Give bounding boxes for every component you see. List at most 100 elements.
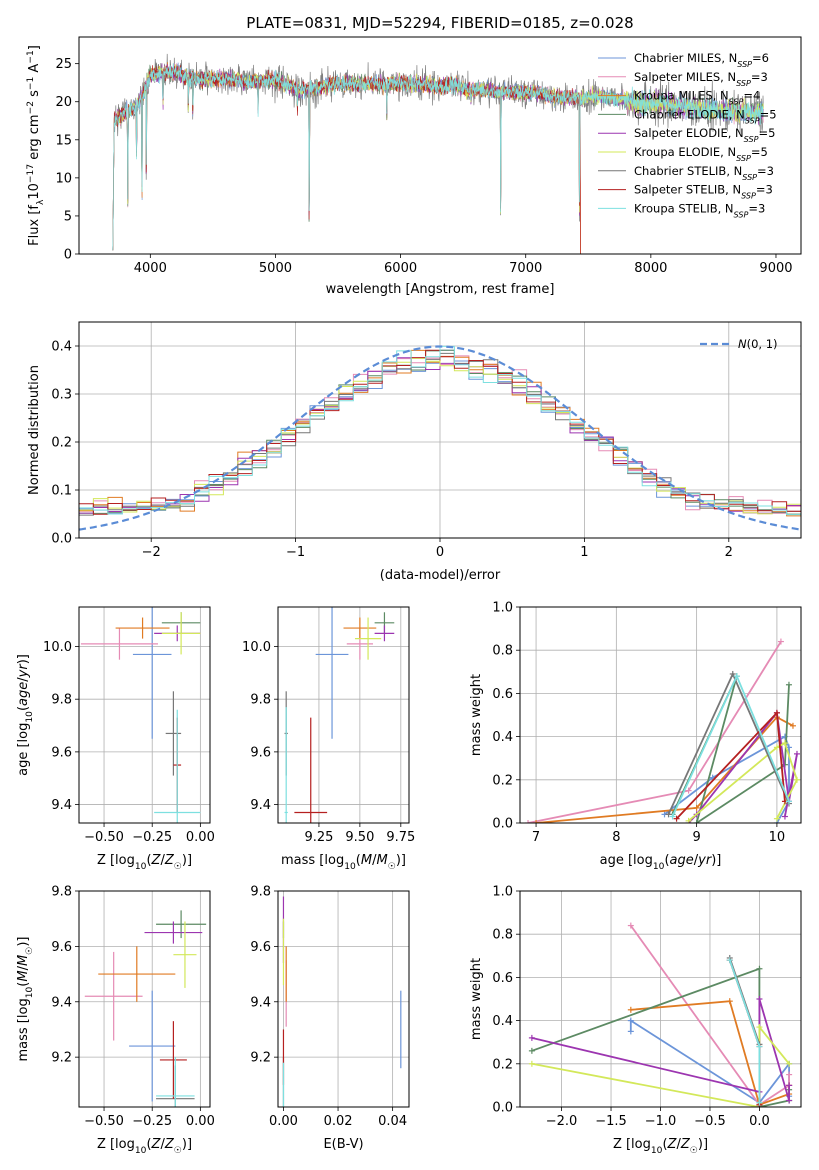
axes-frame [277,890,410,1108]
weight-series-1 [527,641,782,823]
age_vs_Z-xlabel: Z [log10(Z/Z☉)] [97,853,192,872]
x-tick-label: 9.50 [345,830,374,845]
histogram-series-5 [79,357,801,517]
x-tick-label: −2 [142,545,161,560]
x-tick-label: 0.00 [269,1114,298,1129]
axes-frame [78,36,802,255]
y-tick-label: 0.0 [51,532,72,547]
y-tick-label: 25 [55,57,72,72]
y-tick-label: 10.0 [43,640,72,655]
y-tick-label: 0.4 [492,1014,513,1029]
mass_vs_ebv-panel: 0.00 0.02 0.04 9.2 9.4 9.6 9.8 E(B-V) [250,885,410,1152]
legend-label: Chabrier ELODIE, NSSP=5 [634,107,777,125]
spectrum-xlabel: wavelength [Angstrom, rest frame] [326,282,555,297]
x-tick-label: −0.5 [694,1114,726,1129]
y-tick-label: 0.2 [492,1057,513,1072]
y-tick-label: 9.8 [51,693,72,708]
x-tick-label: 9 [692,830,700,845]
histogram-series-0 [79,349,801,517]
y-tick-label: 0 [64,248,72,263]
x-tick-label: −2.0 [546,1114,578,1129]
y-tick-label: 1.0 [492,601,513,616]
y-tick-label: 0.4 [492,730,513,745]
residuals-xlabel: (data-model)/error [380,568,501,583]
x-tick-label: 0.04 [378,1114,407,1129]
gaussian-legend-label: N(0, 1) [738,337,778,351]
histograms [79,345,801,531]
y-tick-label: 0.0 [492,1101,513,1116]
x-tick-label: 4000 [134,261,167,276]
y-tick-label: 15 [55,133,72,148]
y-tick-label: 9.4 [250,798,271,813]
y-tick-label: 9.8 [51,885,72,900]
weight-series-2 [536,716,794,823]
weight-series-8 [728,959,761,1103]
residuals-ylabel: Normed distribution [27,365,42,495]
histogram-series-2 [79,349,801,517]
weight-series-1 [630,925,790,1107]
x-tick-label: 8 [612,830,620,845]
histogram-series-1 [79,355,801,516]
axes-frame [519,890,802,1108]
errorbars [84,910,207,1107]
legend-label: Salpeter ELODIE, NSSP=5 [634,126,775,144]
y-tick-label: 10 [55,171,72,186]
mass_vs_Z-xlabel: Z [log10(Z/Z☉)] [97,1137,192,1156]
mass_vs_ebv-xlabel: E(B-V) [323,1137,363,1152]
y-tick-label: 0.6 [492,971,513,986]
axes-frame [519,606,802,824]
histogram-series-6 [79,352,801,516]
spectrum-lines [112,53,764,254]
x-tick-label: 9.75 [386,830,415,845]
weight_vs_age-xlabel: age [log10(age/yr)] [600,853,722,872]
x-tick-label: 0.02 [324,1114,353,1129]
age_vs_Z-panel: −0.50 −0.25 0.00 9.4 9.6 9.8 10.0 Z [log10(Z/Z☉… [16,606,215,872]
y-tick-label: 1.0 [492,885,513,900]
histogram-series-7 [79,349,801,517]
x-tick-label: 0.00 [186,1114,215,1129]
histogram-series-3 [79,349,801,516]
y-tick-label: 5 [64,209,72,224]
age_vs_mass-panel: 9.25 9.50 9.75 9.4 9.6 9.8 10.0 mass [log10(M/M… [242,606,415,872]
y-tick-label: 9.8 [250,885,271,900]
y-tick-label: 9.6 [250,745,271,760]
y-tick-label: 0.4 [51,340,72,355]
legend-label: Kroupa MILES, NSSP=4 [634,89,760,107]
y-tick-label: 0.1 [51,484,72,499]
x-tick-label: 10 [769,830,786,845]
legend-label: Kroupa STELIB, NSSP=3 [634,201,765,219]
y-tick-label: 0.8 [492,644,513,659]
axes-frame [78,321,802,539]
x-tick-label: 0.00 [186,830,215,845]
errorbars [282,896,402,1107]
gaussian-curve [79,345,801,531]
x-tick-label: −0.25 [132,830,172,845]
x-tick-label: −1 [286,545,305,560]
x-tick-label: 9.25 [304,830,333,845]
axes-frame [277,606,410,824]
figure-title: PLATE=0831, MJD=52294, FIBERID=0185, z=0… [246,14,633,32]
weight_vs_Z-xlabel: Z [log10(Z/Z☉)] [613,1137,708,1156]
x-tick-label: 7 [532,830,540,845]
age_vs_mass-xlabel: mass [log10(M/M☉)] [281,853,406,872]
y-tick-label: 0.2 [51,436,72,451]
x-tick-label: 8000 [634,261,667,276]
y-tick-label: 9.4 [51,995,72,1010]
spectrum-ylabel: Flux [fλ10−17 erg cm−2 s−1 A−1] [26,45,46,246]
legend-label: Chabrier MILES, NSSP=6 [634,51,769,69]
y-tick-label: 0.6 [492,687,513,702]
y-tick-label: 9.2 [51,1051,72,1066]
errorbars [284,607,395,823]
x-tick-label: −0.50 [84,1114,124,1129]
x-tick-label: 1 [580,545,588,560]
y-tick-label: 9.4 [250,995,271,1010]
x-tick-label: 0.0 [749,1114,770,1129]
x-tick-label: 0 [436,545,444,560]
y-tick-label: 20 [55,95,72,110]
x-tick-label: −1.0 [645,1114,677,1129]
y-tick-label: 0.0 [492,817,513,832]
y-tick-label: 0.2 [492,773,513,788]
spectrum-line-7 [112,65,581,254]
x-tick-label: −0.50 [84,830,124,845]
